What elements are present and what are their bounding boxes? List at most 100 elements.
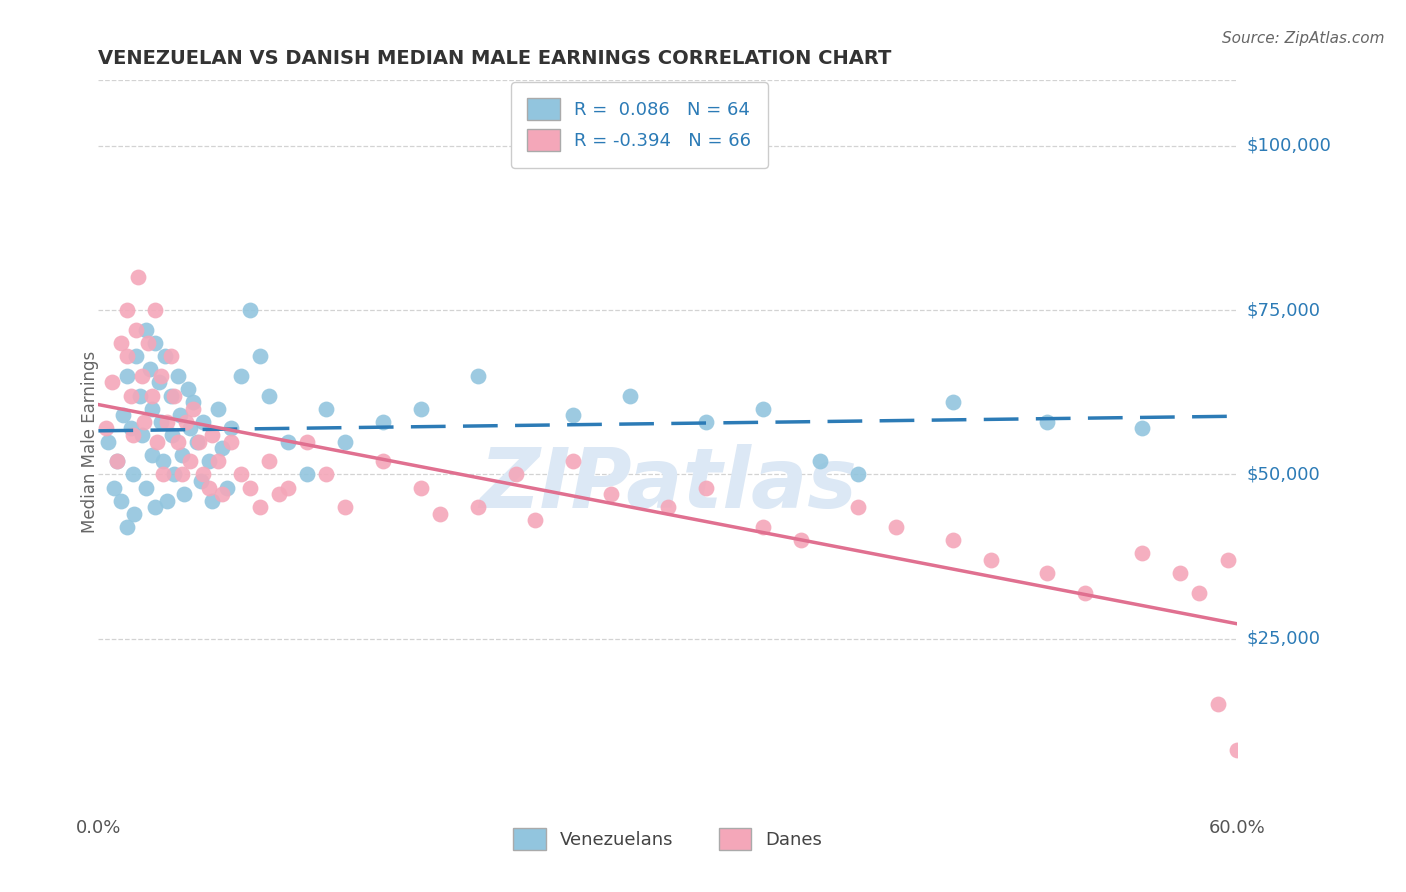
Point <box>657 500 679 515</box>
Point <box>135 323 157 337</box>
Point <box>131 428 153 442</box>
Point <box>221 421 243 435</box>
Point <box>146 434 169 449</box>
Point <box>115 520 138 534</box>
Point <box>335 434 357 449</box>
Point <box>183 401 205 416</box>
Point <box>315 467 337 482</box>
Point <box>229 368 252 383</box>
Point <box>191 415 214 429</box>
Point <box>695 481 717 495</box>
Point <box>467 368 489 383</box>
Point <box>136 336 159 351</box>
Point <box>145 500 167 515</box>
Point <box>115 303 138 318</box>
Point <box>125 349 148 363</box>
Point <box>186 434 208 449</box>
Text: $75,000: $75,000 <box>1247 301 1320 319</box>
Point <box>100 376 122 390</box>
Point <box>163 388 186 402</box>
Text: ZIPatlas: ZIPatlas <box>479 444 856 525</box>
Point <box>562 409 585 423</box>
Point <box>752 401 775 416</box>
Point <box>190 474 212 488</box>
Point <box>120 421 142 435</box>
Point <box>1036 566 1059 580</box>
Point <box>211 441 233 455</box>
Point <box>371 454 394 468</box>
Point <box>297 467 319 482</box>
Point <box>277 434 299 449</box>
Point <box>211 487 233 501</box>
Point <box>752 520 775 534</box>
Text: $100,000: $100,000 <box>1247 137 1331 155</box>
Point <box>163 467 186 482</box>
Point <box>150 368 173 383</box>
Point <box>121 428 143 442</box>
Point <box>97 434 120 449</box>
Point <box>239 303 262 318</box>
Point <box>179 421 201 435</box>
Point <box>120 388 142 402</box>
Point <box>125 323 148 337</box>
Point <box>191 467 214 482</box>
Point <box>167 368 190 383</box>
Point <box>884 520 907 534</box>
Point <box>141 388 163 402</box>
Point <box>942 395 965 409</box>
Point <box>979 553 1001 567</box>
Point <box>201 493 224 508</box>
Point <box>1216 553 1239 567</box>
Point <box>249 500 271 515</box>
Point <box>115 349 138 363</box>
Point <box>94 421 117 435</box>
Text: Source: ZipAtlas.com: Source: ZipAtlas.com <box>1222 31 1385 46</box>
Y-axis label: Median Male Earnings: Median Male Earnings <box>82 351 98 533</box>
Text: $50,000: $50,000 <box>1247 466 1320 483</box>
Point <box>600 487 623 501</box>
Point <box>132 415 155 429</box>
Point <box>524 513 547 527</box>
Point <box>207 454 229 468</box>
Point <box>1208 698 1230 712</box>
Point <box>505 467 527 482</box>
Point <box>197 454 219 468</box>
Point <box>135 481 157 495</box>
Point <box>1132 421 1154 435</box>
Point <box>162 428 184 442</box>
Text: VENEZUELAN VS DANISH MEDIAN MALE EARNINGS CORRELATION CHART: VENEZUELAN VS DANISH MEDIAN MALE EARNING… <box>98 48 891 68</box>
Point <box>239 481 262 495</box>
Point <box>174 415 197 429</box>
Point <box>1226 743 1249 757</box>
Point <box>115 368 138 383</box>
Point <box>315 401 337 416</box>
Point <box>695 415 717 429</box>
Point <box>176 382 198 396</box>
Point <box>121 467 143 482</box>
Point <box>188 434 211 449</box>
Point <box>846 500 869 515</box>
Point <box>167 434 190 449</box>
Point <box>1036 415 1059 429</box>
Point <box>141 448 163 462</box>
Point <box>790 533 813 547</box>
Point <box>156 415 179 429</box>
Point <box>153 349 176 363</box>
Point <box>197 481 219 495</box>
Point <box>371 415 394 429</box>
Point <box>159 388 181 402</box>
Point <box>152 454 174 468</box>
Point <box>217 481 239 495</box>
Point <box>107 454 129 468</box>
Point <box>129 388 152 402</box>
Point <box>229 467 252 482</box>
Point <box>207 401 229 416</box>
Point <box>942 533 965 547</box>
Point <box>131 368 153 383</box>
Point <box>179 454 201 468</box>
Point <box>1074 585 1097 599</box>
Point <box>267 487 290 501</box>
Point <box>429 507 451 521</box>
Point <box>145 336 167 351</box>
Point <box>170 448 193 462</box>
